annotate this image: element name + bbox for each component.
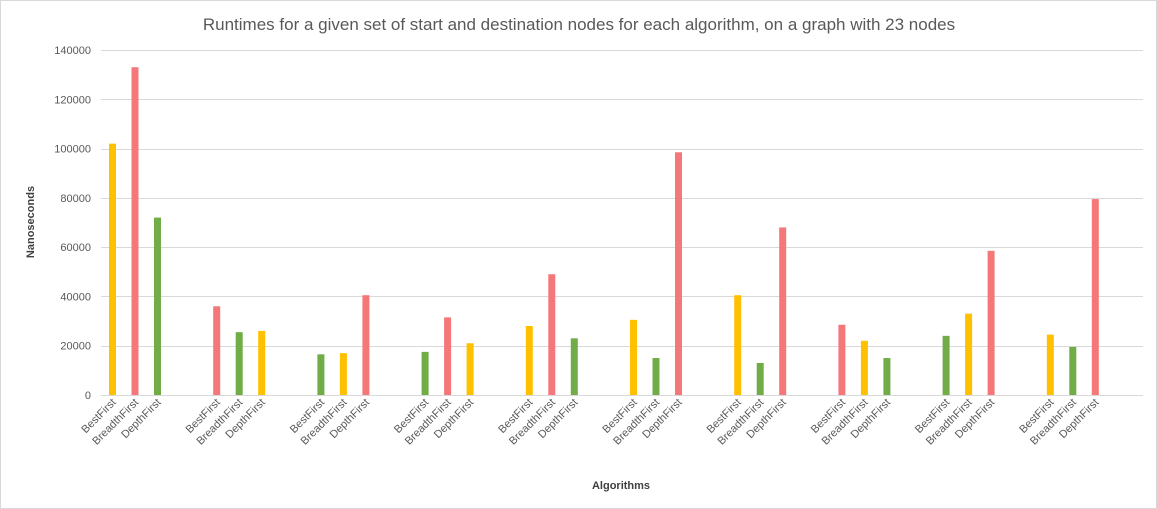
bar	[339, 353, 347, 395]
bar	[675, 152, 682, 395]
bar	[570, 338, 578, 395]
y-axis-title: Nanoseconds	[25, 186, 37, 258]
bar	[466, 343, 474, 395]
y-tick-label: 80000	[60, 193, 91, 205]
y-tick-label: 40000	[60, 291, 91, 303]
bar	[258, 330, 266, 395]
bar	[1046, 334, 1054, 395]
y-axis-ticks: 0 20000 40000 60000 80000 100000 120000 140000	[54, 45, 91, 402]
bar	[317, 354, 325, 395]
bar	[942, 335, 950, 395]
y-tick-label: 100000	[54, 144, 91, 156]
gridlines	[101, 50, 1143, 396]
bar	[109, 143, 116, 395]
y-tick-label: 20000	[60, 341, 91, 353]
bar	[987, 250, 995, 395]
chart-title: Runtimes for a given set of start and de…	[203, 15, 955, 34]
bar	[362, 295, 370, 395]
bar	[154, 217, 161, 395]
x-axis-title: Algorithms	[592, 480, 650, 492]
bar	[548, 274, 556, 395]
bar	[421, 351, 429, 395]
bar	[838, 324, 846, 395]
bar	[779, 227, 787, 395]
bar	[734, 295, 742, 395]
y-tick-label: 120000	[54, 94, 91, 106]
bar	[525, 326, 533, 395]
bar	[1069, 346, 1077, 395]
bar	[652, 358, 660, 395]
bar	[860, 340, 868, 395]
bar	[444, 317, 452, 395]
bar	[235, 332, 243, 395]
bar	[1091, 199, 1099, 395]
bars	[109, 67, 1099, 395]
bar	[131, 67, 139, 395]
bar	[883, 358, 891, 395]
bar	[756, 362, 764, 395]
bar	[213, 306, 221, 395]
bar	[965, 313, 973, 395]
y-tick-label: 60000	[60, 242, 91, 254]
y-tick-label: 0	[85, 390, 91, 402]
y-tick-label: 140000	[54, 45, 91, 57]
bar	[630, 319, 637, 395]
